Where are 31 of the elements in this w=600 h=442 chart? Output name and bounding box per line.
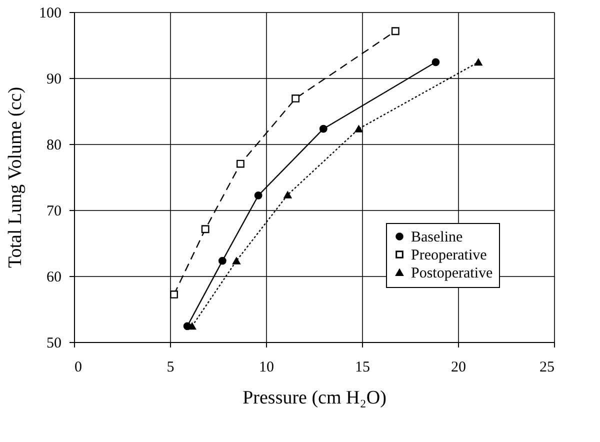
y-tick-label: 70 (46, 204, 62, 220)
point (218, 256, 226, 265)
point (254, 192, 262, 200)
point (292, 94, 300, 102)
point (201, 225, 210, 234)
legend-label: Baseline (411, 230, 463, 246)
x-tick-label: 25 (540, 360, 554, 376)
x-axis-title: Pressure (cm H₂O) (242, 388, 386, 408)
y-tick-label: 50 (46, 336, 62, 352)
y-axis-title: Total Lung Volume (cc) (5, 86, 26, 268)
y-tick-label: 90 (46, 72, 62, 88)
point (188, 322, 196, 330)
point (354, 125, 363, 132)
point (432, 58, 440, 66)
x-tick-label: 10 (259, 360, 274, 376)
point (170, 290, 178, 298)
point (236, 160, 244, 168)
x-tick-label: 20 (451, 360, 466, 376)
x-tick-label: 15 (355, 360, 370, 376)
point (474, 58, 482, 66)
y-tick-label: 80 (46, 138, 62, 154)
y-tick-label: 100 (39, 6, 62, 22)
point (319, 124, 328, 133)
point (232, 257, 240, 264)
legend-label: Postoperative (411, 266, 493, 282)
point (391, 27, 400, 36)
point (284, 191, 292, 198)
y-tick-label: 60 (46, 270, 62, 286)
legend-label: Preoperative (411, 248, 488, 264)
x-tick-label: 5 (166, 360, 174, 376)
x-tick-label: 0 (74, 360, 82, 376)
